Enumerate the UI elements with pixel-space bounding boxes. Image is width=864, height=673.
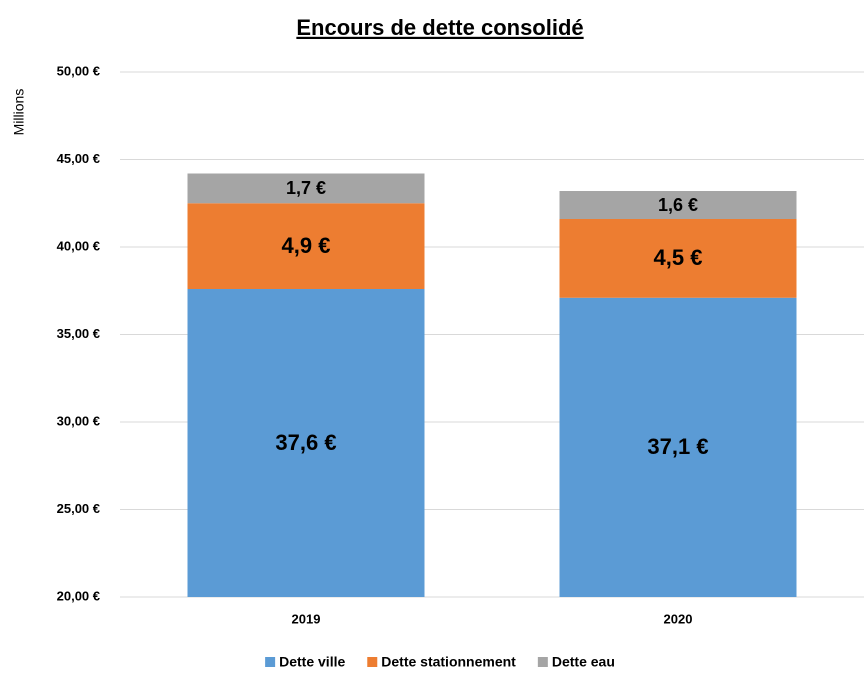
data-label: 1,7 € [286,178,326,198]
y-tick-label: 20,00 € [57,588,100,603]
bar-segment [559,219,797,298]
bar-segment [187,203,425,289]
y-tick-label: 35,00 € [57,326,100,341]
bar-segment [559,297,797,597]
legend-label: Dette stationnement [381,654,516,670]
data-label: 1,6 € [658,195,698,215]
bar-segment [559,191,797,219]
y-tick-label: 30,00 € [57,413,100,428]
data-label: 4,9 € [282,233,331,258]
y-tick-label: 50,00 € [57,63,100,78]
data-label: 37,6 € [275,430,336,455]
y-tick-label: 40,00 € [57,238,100,253]
y-axis-label: Millions [11,89,27,136]
data-label: 4,5 € [654,245,703,270]
legend-swatch [265,657,276,667]
y-tick-label: 25,00 € [57,501,100,516]
bar-segment [187,173,425,204]
chart-title: Encours de dette consolidé [296,15,583,40]
bar-segment [187,289,425,597]
legend-label: Dette eau [552,654,615,670]
x-tick-label: 2019 [292,611,321,626]
legend-label: Dette ville [279,654,345,670]
data-label: 37,1 € [647,434,708,459]
y-tick-label: 45,00 € [57,151,100,166]
legend-swatch [367,657,378,667]
x-tick-label: 2020 [664,611,693,626]
legend-swatch [537,657,548,667]
